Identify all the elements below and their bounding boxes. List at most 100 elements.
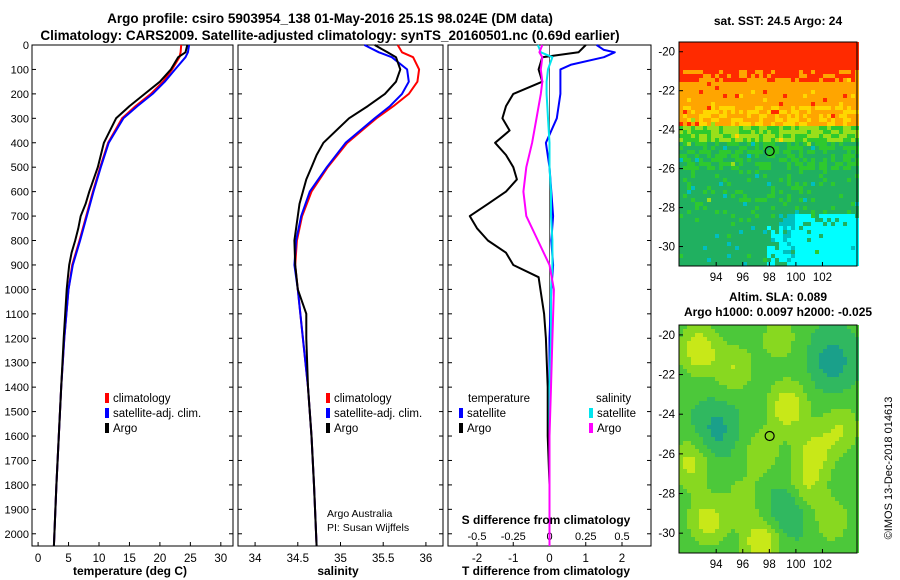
sst-cell [715, 62, 719, 66]
sst-cell [679, 254, 683, 258]
sst-cell [683, 230, 687, 234]
sst-cell [783, 234, 787, 238]
sst-cell [847, 158, 851, 162]
sla-cell [735, 465, 739, 469]
sla-cell [839, 441, 843, 445]
sst-cell [851, 194, 855, 198]
sla-cell [747, 457, 751, 461]
sst-cell [719, 234, 723, 238]
sst-cell [679, 222, 683, 226]
sla-cell [771, 493, 775, 497]
sla-cell [731, 493, 735, 497]
sla-cell [707, 365, 711, 369]
sla-cell [715, 469, 719, 473]
sst-cell [743, 186, 747, 190]
sla-cell [755, 405, 759, 409]
sst-cell [751, 46, 755, 50]
sst-cell [767, 98, 771, 102]
sla-cell [795, 381, 799, 385]
sla-cell [839, 481, 843, 485]
sla-cell [759, 441, 763, 445]
sla-cell [699, 433, 703, 437]
sla-cell [695, 409, 699, 413]
sla-cell [823, 477, 827, 481]
sla-cell [839, 417, 843, 421]
sst-cell [751, 82, 755, 86]
sst-cell [799, 194, 803, 198]
sla-cell [687, 453, 691, 457]
sla-cell [799, 393, 803, 397]
sst-cell [787, 158, 791, 162]
sla-cell [691, 509, 695, 513]
sla-cell [787, 413, 791, 417]
sst-cell [799, 66, 803, 70]
sst-cell [795, 110, 799, 114]
sla-cell [711, 417, 715, 421]
sst-cell [803, 194, 807, 198]
sla-cell [843, 413, 847, 417]
sst-cell [843, 74, 847, 78]
sst-cell [771, 58, 775, 62]
sla-cell [687, 481, 691, 485]
sst-cell [847, 198, 851, 202]
sst-cell [759, 226, 763, 230]
sla-cell [731, 369, 735, 373]
sla-cell [791, 497, 795, 501]
sla-cell [751, 513, 755, 517]
sst-cell [727, 90, 731, 94]
sla-cell [779, 505, 783, 509]
sst-cell [711, 150, 715, 154]
sla-cell [695, 417, 699, 421]
sla-cell [691, 381, 695, 385]
sla-cell [691, 389, 695, 393]
sla-cell [839, 429, 843, 433]
x-tick-label: 35.5 [372, 553, 394, 565]
sst-cell [791, 226, 795, 230]
sst-cell [711, 178, 715, 182]
sst-cell [679, 186, 683, 190]
sst-cell [739, 234, 743, 238]
sla-cell [755, 401, 759, 405]
sst-cell [731, 182, 735, 186]
sst-cell [739, 142, 743, 146]
sla-cell [723, 461, 727, 465]
sla-cell [731, 489, 735, 493]
sla-cell [787, 485, 791, 489]
sst-cell [771, 70, 775, 74]
sla-cell [819, 357, 823, 361]
sst-cell [723, 102, 727, 106]
sst-cell [707, 142, 711, 146]
sst-cell [747, 230, 751, 234]
sst-cell [731, 242, 735, 246]
sst-cell [731, 42, 735, 46]
sst-cell [835, 230, 839, 234]
sst-cell [835, 134, 839, 138]
sst-cell [703, 114, 707, 118]
sst-cell [823, 110, 827, 114]
sst-cell [851, 110, 855, 114]
sst-cell [707, 82, 711, 86]
sla-cell [803, 469, 807, 473]
sst-cell [819, 234, 823, 238]
sla-cell [811, 353, 815, 357]
sla-cell [839, 361, 843, 365]
sst-cell [771, 126, 775, 130]
sla-cell [703, 425, 707, 429]
sst-cell [851, 82, 855, 86]
sst-cell [823, 42, 827, 46]
sla-cell [787, 461, 791, 465]
sst-cell [699, 174, 703, 178]
sla-cell [823, 501, 827, 505]
sst-cell [767, 254, 771, 258]
sla-cell [775, 325, 779, 329]
sla-cell [679, 469, 683, 473]
sst-cell [699, 158, 703, 162]
sst-cell [803, 62, 807, 66]
sst-cell [775, 178, 779, 182]
sla-cell [739, 465, 743, 469]
sla-cell [735, 493, 739, 497]
sst-cell [807, 214, 811, 218]
sst-cell [763, 126, 767, 130]
sst-cell [803, 250, 807, 254]
sst-cell [715, 254, 719, 258]
